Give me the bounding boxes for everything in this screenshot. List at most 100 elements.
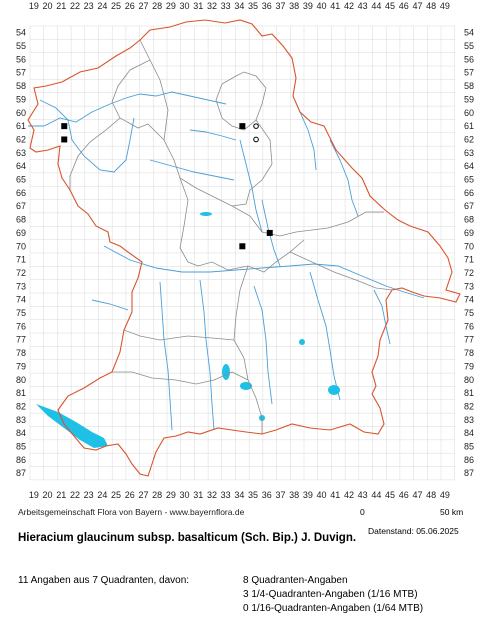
x-tick-label: 40	[317, 1, 327, 11]
x-tick-label: 19	[29, 490, 39, 500]
x-tick-label: 29	[166, 490, 176, 500]
y-tick-label: 73	[464, 281, 474, 291]
quadrant-record-marker	[239, 123, 246, 130]
stat-quarter-quadrant: 3 1/4-Quadranten-Angaben (1/16 MTB)	[243, 589, 418, 600]
x-tick-label: 31	[193, 490, 203, 500]
y-tick-label: 65	[16, 175, 26, 185]
x-tick-label: 33	[221, 1, 231, 11]
y-tick-label: 87	[16, 468, 26, 478]
x-tick-label: 36	[262, 1, 272, 11]
y-tick-label: 63	[464, 148, 474, 158]
y-tick-label: 72	[464, 268, 474, 278]
x-tick-label: 45	[385, 1, 395, 11]
x-tick-label: 26	[125, 490, 135, 500]
x-tick-label: 40	[317, 490, 327, 500]
quarter-quadrant-record-marker	[253, 123, 259, 129]
taxon-title: Hieracium glaucinum subsp. basalticum (S…	[18, 532, 357, 544]
y-tick-label: 57	[16, 68, 26, 78]
river	[373, 289, 391, 345]
y-tick-label: 66	[464, 188, 474, 198]
x-tick-label: 23	[84, 1, 94, 11]
river	[261, 199, 281, 267]
river	[91, 299, 129, 311]
district-border	[179, 177, 305, 273]
y-tick-label: 60	[16, 108, 26, 118]
x-tick-label: 42	[344, 490, 354, 500]
y-tick-label: 55	[16, 41, 26, 51]
x-tick-label: 46	[399, 490, 409, 500]
quarter-quadrant-record-marker	[253, 136, 259, 143]
x-tick-label: 28	[152, 1, 162, 11]
x-tick-label: 34	[234, 490, 244, 500]
credit-text: Arbeitsgemeinschaft Flora von Bayern - w…	[18, 507, 245, 517]
y-tick-label: 76	[16, 321, 26, 331]
y-tick-label: 75	[464, 308, 474, 318]
district-border	[215, 71, 267, 131]
river	[199, 279, 215, 431]
y-tick-label: 84	[16, 428, 26, 438]
y-tick-label: 77	[464, 335, 474, 345]
y-tick-label: 77	[16, 335, 26, 345]
x-tick-label: 49	[440, 1, 450, 11]
y-tick-label: 79	[16, 361, 26, 371]
x-tick-label: 22	[70, 1, 80, 11]
lake	[222, 364, 230, 380]
y-tick-label: 78	[16, 348, 26, 358]
x-tick-label: 32	[207, 490, 217, 500]
y-tick-label: 70	[464, 241, 474, 251]
lake	[200, 212, 212, 216]
y-tick-label: 85	[16, 442, 26, 452]
y-tick-label: 64	[464, 161, 474, 171]
y-tick-label: 75	[16, 308, 26, 318]
y-tick-label: 87	[464, 468, 474, 478]
x-tick-label: 45	[385, 490, 395, 500]
grid-lines	[29, 25, 455, 481]
lake	[299, 339, 305, 345]
y-tick-label: 74	[464, 295, 474, 305]
y-tick-label: 80	[16, 375, 26, 385]
district-border	[289, 251, 393, 291]
x-tick-label: 22	[70, 490, 80, 500]
x-tick-label: 28	[152, 490, 162, 500]
x-tick-label: 47	[412, 490, 422, 500]
x-tick-label: 27	[138, 490, 148, 500]
x-tick-label: 25	[111, 1, 121, 11]
x-tick-label: 44	[371, 1, 381, 11]
river	[253, 285, 273, 405]
river	[103, 245, 425, 299]
y-tick-label: 81	[464, 388, 474, 398]
x-tick-label: 19	[29, 1, 39, 11]
y-tick-label: 71	[16, 255, 26, 265]
y-tick-label: 63	[16, 148, 26, 158]
x-tick-label: 33	[221, 490, 231, 500]
district-border	[231, 119, 273, 207]
x-tick-label: 25	[111, 490, 121, 500]
x-tick-label: 42	[344, 1, 354, 11]
district-border	[139, 39, 384, 237]
river	[299, 111, 317, 171]
y-tick-label: 69	[16, 228, 26, 238]
y-tick-label: 69	[464, 228, 474, 238]
lake	[328, 385, 340, 395]
y-tick-label: 56	[16, 54, 26, 64]
y-tick-label: 62	[464, 134, 474, 144]
y-tick-label: 68	[16, 215, 26, 225]
x-tick-label: 46	[399, 1, 409, 11]
rivers-layer	[28, 91, 425, 431]
river	[149, 159, 235, 181]
x-tick-label: 21	[56, 1, 66, 11]
x-tick-label: 24	[97, 1, 107, 11]
x-tick-label: 35	[248, 1, 258, 11]
x-tick-label: 47	[412, 1, 422, 11]
y-tick-label: 68	[464, 215, 474, 225]
y-tick-label: 66	[16, 188, 26, 198]
y-tick-labels-left: 54 55 56 57 58 59 60 61 62 63 64 65 66 67 68 69 70 71 72 73…	[16, 28, 26, 479]
y-tick-label: 59	[16, 94, 26, 104]
x-tick-label: 30	[180, 1, 190, 11]
lake-constance	[36, 404, 108, 448]
x-tick-label: 41	[330, 1, 340, 11]
stat-quadrant: 8 Quadranten-Angaben	[243, 575, 348, 586]
y-tick-label: 83	[464, 415, 474, 425]
district-border	[112, 371, 249, 385]
x-tick-label: 34	[234, 1, 244, 11]
